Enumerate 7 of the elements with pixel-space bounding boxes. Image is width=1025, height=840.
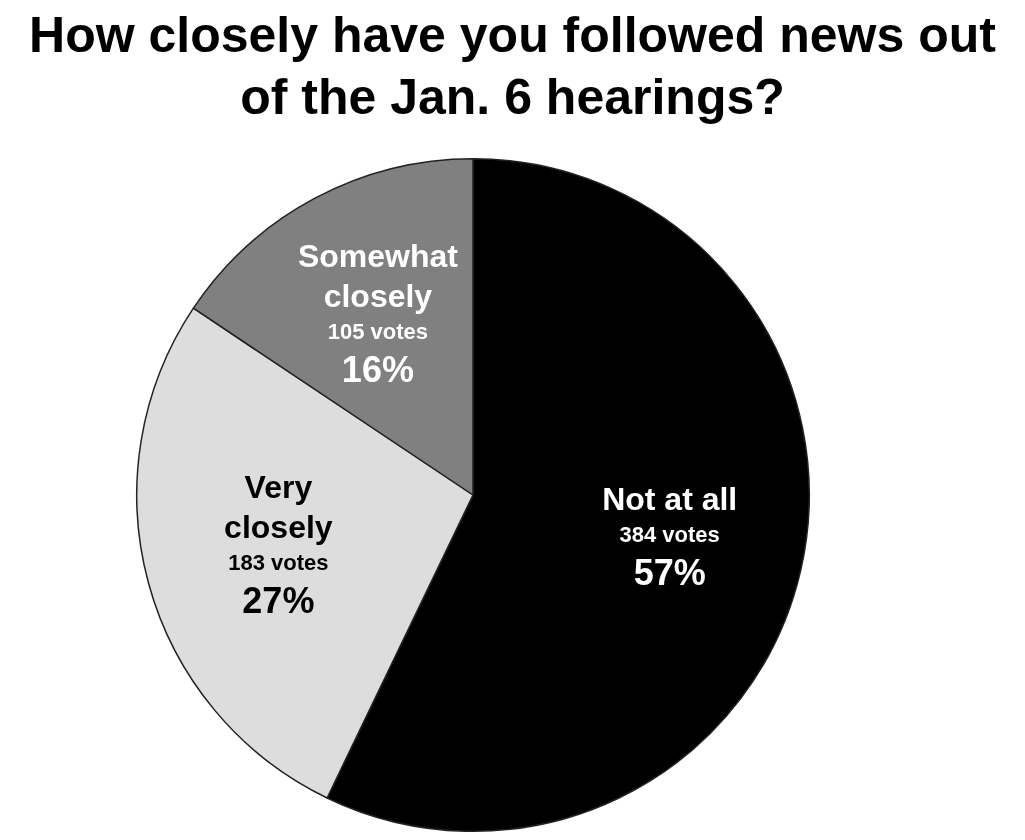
slice-label: Not at all (602, 480, 738, 517)
data-label: 384 votes 57% (619, 521, 720, 593)
slice-label: Very closely (224, 468, 333, 545)
data-label: 183 votes 27% (228, 550, 329, 622)
slice-label: Somewhat closely (297, 237, 459, 314)
chart-title: How closely have you followed news out of the Jan. 6 hearings? (28, 6, 997, 127)
data-label: 105 votes 16% (327, 319, 429, 390)
